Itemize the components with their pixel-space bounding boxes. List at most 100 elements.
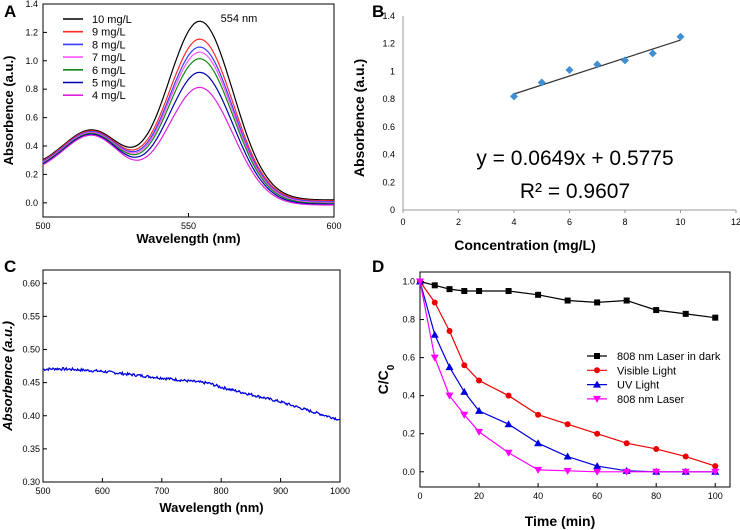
- data-point-d: [430, 330, 439, 338]
- data-point-b: [676, 32, 685, 41]
- data-point-d: [446, 286, 453, 293]
- panel-label-b: B: [372, 2, 384, 21]
- xtick-label-d: 100: [708, 491, 723, 501]
- ytick-label-d: 0.0: [402, 467, 415, 477]
- panel-label-d: D: [372, 257, 384, 276]
- xtick-label-c: 1000: [330, 486, 350, 496]
- series-line-a: [42, 86, 334, 206]
- ytick-label-c: 0.55: [22, 311, 40, 321]
- data-point-d: [431, 282, 438, 289]
- data-point-b: [593, 60, 602, 69]
- data-point-b: [648, 49, 657, 58]
- data-point-d: [682, 453, 689, 460]
- xlabel-b: Concentration (mg/L): [454, 237, 596, 253]
- ytick-label-c: 0.45: [22, 378, 40, 388]
- xlabel-c: Wavelength (nm): [159, 500, 263, 515]
- data-point-d: [475, 428, 484, 436]
- data-point-d: [535, 291, 542, 298]
- data-point-d: [504, 449, 513, 457]
- series-line-a: [42, 51, 334, 204]
- axes-d: [419, 271, 731, 488]
- ytick-label-a: 0.2: [25, 169, 38, 179]
- data-point-d: [564, 421, 571, 428]
- data-point-d: [445, 363, 454, 371]
- data-point-d: [505, 288, 512, 295]
- ytick-label-b: 0: [390, 205, 395, 215]
- ytick-label-a: 1.4: [25, 0, 38, 9]
- ytick-label-a: 0.0: [25, 198, 38, 208]
- xtick-label-d: 20: [474, 491, 484, 501]
- data-point-d: [475, 406, 484, 414]
- series-line-a: [42, 46, 334, 203]
- data-point-b: [537, 78, 546, 87]
- legend-label-a: 5 mg/L: [92, 78, 126, 90]
- data-point-d: [681, 468, 690, 476]
- series-line-a: [42, 71, 334, 205]
- legend-label-a: 4 mg/L: [92, 90, 126, 102]
- axes-c: [42, 269, 341, 483]
- ytick-label-b: 0.8: [382, 94, 395, 104]
- legend-marker-d: [593, 380, 601, 388]
- legend-label-d: 808 nm Laser in dark: [617, 351, 721, 363]
- data-point-b: [565, 66, 574, 75]
- data-point-d: [535, 411, 542, 418]
- ytick-label-a: 0.4: [25, 141, 38, 151]
- xtick-label-d: 80: [651, 491, 661, 501]
- data-point-d: [653, 445, 660, 452]
- data-point-d: [416, 278, 424, 286]
- xtick-label-c: 900: [273, 486, 288, 496]
- data-point-d: [594, 430, 601, 437]
- ytick-label-b: 0.2: [382, 177, 395, 187]
- legend-label-a: 8 mg/L: [92, 39, 126, 51]
- series-line-a: [42, 20, 334, 201]
- data-point-d: [623, 297, 630, 304]
- legend-label-d: 808 nm Laser: [617, 394, 685, 406]
- legend-label-a: 9 mg/L: [92, 27, 126, 39]
- series-line-a: [42, 58, 334, 204]
- data-point-d: [461, 288, 468, 295]
- data-point-d: [652, 468, 661, 476]
- data-point-d: [446, 327, 453, 334]
- data-point-d: [563, 467, 572, 475]
- xtick-label-c: 700: [154, 486, 169, 496]
- legend-label-a: 7 mg/L: [92, 52, 126, 64]
- data-point-d: [476, 377, 483, 384]
- xtick-label-d: 0: [417, 491, 422, 501]
- legend-label-a: 10 mg/L: [92, 14, 132, 26]
- data-point-d: [711, 468, 720, 476]
- data-point-d: [712, 314, 719, 321]
- xtick-label-c: 600: [95, 486, 110, 496]
- ytick-label-d: 0.6: [402, 353, 415, 363]
- xtick-label-a: 500: [35, 221, 50, 231]
- xtick-label-b: 4: [511, 217, 516, 227]
- panel-label-c: C: [4, 257, 16, 276]
- data-point-d: [593, 462, 602, 470]
- xtick-label-d: 60: [592, 491, 602, 501]
- xtick-label-b: 10: [675, 217, 685, 227]
- data-point-d: [534, 439, 543, 447]
- data-point-d: [593, 468, 602, 476]
- xlabel-d: Time (min): [525, 513, 596, 529]
- xtick-label-b: 8: [622, 217, 627, 227]
- ytick-label-c: 0.30: [22, 477, 40, 487]
- data-point-d: [653, 307, 660, 314]
- xtick-label-a: 550: [181, 221, 196, 231]
- legend-marker-d: [594, 367, 600, 374]
- ytick-label-b: 1: [390, 66, 395, 76]
- xtick-label-a: 600: [326, 221, 341, 231]
- ylabel-d: C/C0: [375, 364, 397, 394]
- ytick-label-d: 0.8: [402, 315, 415, 325]
- data-point-d: [461, 362, 468, 369]
- axes-a: [42, 3, 335, 218]
- data-point-d: [445, 392, 454, 400]
- data-point-d: [431, 299, 438, 306]
- data-point-d: [460, 387, 469, 395]
- ytick-label-b: 1.2: [382, 39, 395, 49]
- data-point-d: [623, 440, 630, 447]
- xtick-label-c: 500: [35, 486, 50, 496]
- data-point-d: [460, 411, 469, 419]
- ytick-label-a: 0.6: [25, 113, 38, 123]
- legend-label-d: Visible Light: [617, 365, 676, 377]
- data-point-d: [712, 463, 719, 470]
